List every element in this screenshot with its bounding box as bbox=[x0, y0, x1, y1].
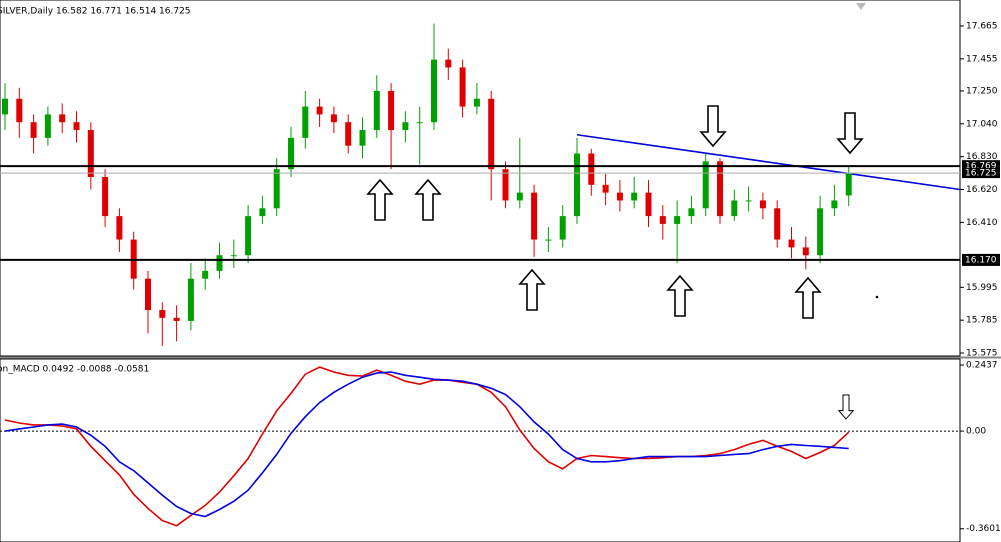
candle-body bbox=[588, 153, 595, 185]
candle-body bbox=[173, 317, 180, 321]
candle-body bbox=[431, 59, 437, 123]
candle-body bbox=[30, 122, 37, 138]
candle-body bbox=[545, 239, 552, 241]
candle-body bbox=[59, 114, 66, 123]
candle-body bbox=[87, 130, 94, 177]
y-tick-label: -0.3601 bbox=[966, 524, 1001, 534]
candle-body bbox=[788, 239, 795, 248]
candle-body bbox=[202, 270, 209, 279]
candle-body bbox=[516, 192, 523, 201]
level-label: 16.170 bbox=[965, 255, 997, 265]
shift-marker bbox=[856, 3, 866, 10]
y-tick-label: 17.250 bbox=[966, 86, 998, 96]
y-tick-label: 16.410 bbox=[966, 218, 998, 228]
y-tick-label: 15.785 bbox=[966, 316, 998, 326]
y-tick-label: 15.995 bbox=[966, 283, 998, 293]
candle-body bbox=[488, 98, 495, 170]
candle-body bbox=[16, 98, 23, 123]
y-tick-label: 15.575 bbox=[966, 349, 998, 359]
macd-title: on_MACD 0.0492 -0.0088 -0.0581 bbox=[0, 365, 149, 375]
macd-panel bbox=[0, 358, 961, 542]
candle-body bbox=[2, 98, 8, 115]
candle-body bbox=[845, 173, 852, 196]
candle-body bbox=[316, 106, 323, 115]
y-tick-label: 17.455 bbox=[966, 54, 998, 64]
candle-body bbox=[459, 67, 466, 107]
macd-line bbox=[4, 371, 849, 518]
y-tick-label: 0.2437 bbox=[966, 361, 998, 371]
chart-title: SILVER,Daily 16.582 16.771 16.514 16.725 bbox=[0, 7, 191, 17]
candle-body bbox=[602, 184, 609, 193]
candle-body bbox=[702, 161, 709, 209]
candle-body bbox=[631, 192, 638, 201]
level-label: 16.769 bbox=[965, 162, 997, 172]
candle-body bbox=[445, 59, 452, 68]
candle-body bbox=[259, 208, 266, 217]
candle-body bbox=[759, 200, 766, 209]
y-tick-label: 17.665 bbox=[966, 21, 998, 31]
candle-body bbox=[388, 90, 395, 131]
macd-layer: 0.2437 0.00 -0.3601 bbox=[0, 361, 1001, 534]
level-label-box bbox=[962, 253, 1000, 266]
y-tick-label: 17.040 bbox=[966, 119, 998, 129]
candle-body bbox=[73, 122, 80, 131]
candle-body bbox=[116, 216, 123, 240]
candle-body bbox=[345, 122, 352, 146]
bid-label-box bbox=[962, 168, 1000, 179]
y-tick-label: 0.00 bbox=[966, 427, 986, 437]
price-panel bbox=[0, 0, 961, 357]
candle-body bbox=[559, 216, 566, 240]
candle-body bbox=[373, 90, 380, 131]
candle-body bbox=[645, 192, 652, 217]
candle-body bbox=[230, 255, 237, 257]
candle-body bbox=[817, 208, 824, 256]
candle-body bbox=[102, 176, 109, 217]
dot bbox=[875, 295, 879, 299]
candle-body bbox=[187, 278, 194, 321]
candle-body bbox=[302, 106, 309, 138]
candle-body bbox=[145, 278, 151, 310]
candle-body bbox=[402, 122, 409, 131]
candle-body bbox=[216, 255, 223, 271]
trend-line bbox=[576, 133, 961, 191]
y-tick-label: 16.620 bbox=[966, 185, 998, 195]
macd-line bbox=[4, 366, 850, 527]
candle-body bbox=[745, 200, 752, 202]
candle-body bbox=[731, 200, 738, 217]
candle-body bbox=[616, 192, 623, 201]
candle-body bbox=[531, 192, 538, 240]
price-layer: 17.665 17.455 17.250 17.040 16.830 16.620 16.4… bbox=[0, 21, 1000, 359]
candle-body bbox=[717, 161, 723, 217]
candle-body bbox=[574, 153, 580, 217]
candle-body bbox=[659, 216, 666, 224]
candle-body bbox=[502, 169, 509, 201]
candle-body bbox=[802, 247, 809, 256]
y-tick-label: 16.830 bbox=[966, 152, 998, 162]
candle-body bbox=[359, 130, 366, 146]
candle-body bbox=[273, 169, 280, 209]
bid-label: 16.725 bbox=[965, 169, 997, 179]
candle-body bbox=[416, 122, 423, 124]
candle-body bbox=[288, 137, 294, 170]
candle-body bbox=[688, 208, 695, 217]
candle-body bbox=[674, 216, 681, 224]
candle-body bbox=[44, 114, 51, 138]
candle-body bbox=[831, 200, 838, 209]
candle-body bbox=[330, 114, 337, 123]
candle-body bbox=[774, 208, 781, 240]
candle-body bbox=[159, 309, 166, 318]
candle-body bbox=[473, 98, 480, 107]
candle-body bbox=[245, 216, 252, 256]
